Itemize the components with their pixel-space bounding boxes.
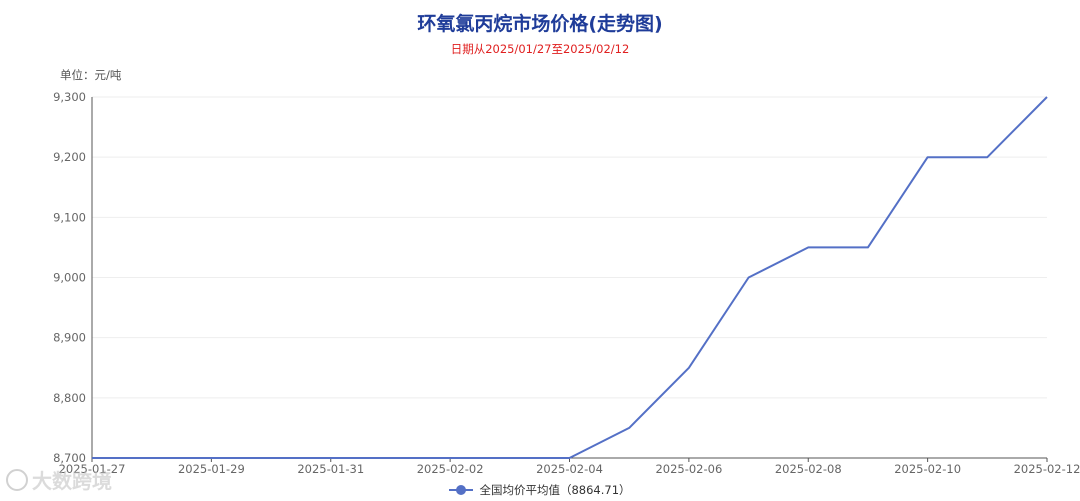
x-tick-label: 2025-01-29	[178, 462, 245, 476]
y-tick-label: 8,800	[53, 391, 86, 405]
x-tick-label: 2025-02-04	[536, 462, 603, 476]
x-tick-label: 2025-01-27	[59, 462, 126, 476]
y-tick-label: 8,700	[53, 451, 86, 465]
watermark-logo-icon	[6, 468, 28, 491]
y-tick-label: 9,200	[53, 150, 86, 164]
legend-label: 全国均价平均值（8864.71）	[479, 483, 631, 497]
x-tick-label: 2025-02-12	[1014, 462, 1080, 476]
y-axis-unit-label: 单位：元/吨	[60, 68, 122, 82]
x-tick-label: 2025-01-31	[297, 462, 364, 476]
y-tick-label: 8,900	[53, 331, 86, 345]
x-tick-label: 2025-02-08	[775, 462, 842, 476]
chart-subtitle: 日期从2025/01/27至2025/02/12	[450, 42, 630, 56]
chart-title: 环氧氯丙烷市场价格(走势图)	[417, 13, 663, 35]
y-tick-label: 9,300	[53, 90, 86, 104]
y-tick-label: 9,100	[53, 210, 86, 224]
x-tick-label: 2025-02-10	[894, 462, 961, 476]
watermark-text: 大数跨境	[32, 469, 112, 493]
x-tick-label: 2025-02-06	[655, 462, 722, 476]
legend[interactable]: 全国均价平均值（8864.71）	[0, 482, 1080, 498]
y-tick-label: 9,000	[53, 271, 86, 285]
watermark: 大数跨境	[6, 465, 112, 494]
series-line	[92, 96, 1048, 459]
x-tick-label: 2025-02-02	[417, 462, 484, 476]
legend-line-marker-icon	[449, 484, 474, 496]
